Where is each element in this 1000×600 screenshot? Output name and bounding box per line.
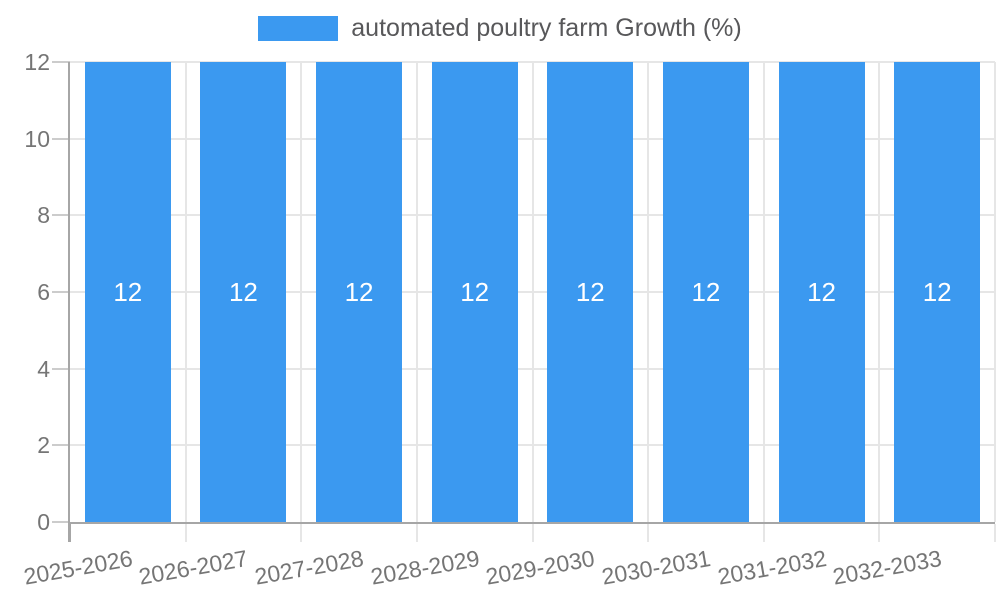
bar-value-label: 12 <box>807 276 837 307</box>
y-tick-label: 8 <box>37 202 50 229</box>
bar-value-label: 12 <box>228 276 258 307</box>
y-tick-label: 10 <box>24 125 50 152</box>
y-tick-mark <box>52 61 70 63</box>
y-tick-mark <box>52 521 70 523</box>
bar-value-label: 12 <box>344 276 374 307</box>
bar[interactable]: 12 <box>84 62 171 522</box>
bar-value-label: 12 <box>691 276 721 307</box>
legend-swatch <box>258 16 339 42</box>
x-tick-mark <box>300 524 303 542</box>
bar[interactable]: 12 <box>662 62 749 522</box>
x-tick-mark <box>762 524 765 542</box>
y-tick-label: 12 <box>24 49 50 75</box>
bar-value-label: 12 <box>460 276 490 307</box>
x-gridline <box>184 62 187 522</box>
x-gridline <box>415 62 418 522</box>
bar[interactable]: 12 <box>547 62 634 522</box>
x-tick-mark <box>531 524 534 542</box>
x-gridline <box>647 62 650 522</box>
x-tick-label: 2028-2029 <box>368 545 482 590</box>
y-tick-mark <box>52 444 70 447</box>
y-tick-mark <box>52 291 70 293</box>
x-tick-label: 2025-2026 <box>21 545 135 590</box>
legend[interactable]: automated poultry farm Growth (%) <box>0 14 1000 43</box>
x-tick-mark <box>415 524 418 542</box>
bar-value-label: 12 <box>575 276 605 307</box>
legend-label: automated poultry farm Growth (%) <box>351 14 742 42</box>
bar[interactable]: 12 <box>778 62 865 522</box>
bar[interactable]: 12 <box>431 62 518 522</box>
x-gridline <box>994 62 996 522</box>
y-tick-mark <box>52 137 70 140</box>
x-tick-label: 2027-2028 <box>252 545 366 590</box>
x-gridline <box>300 62 303 522</box>
x-tick-mark <box>184 524 187 542</box>
bar[interactable]: 12 <box>894 62 981 522</box>
x-tick-label: 2031-2032 <box>715 545 829 590</box>
bar-value-label: 12 <box>922 276 952 307</box>
y-axis-line <box>68 62 70 542</box>
x-gridline <box>531 62 534 522</box>
x-gridline <box>762 62 765 522</box>
x-tick-mark <box>994 524 996 542</box>
x-tick-label: 2032-2033 <box>830 545 944 590</box>
x-axis-line <box>70 522 995 524</box>
x-gridline <box>878 62 881 522</box>
x-tick-label: 2029-2030 <box>483 545 597 590</box>
bar[interactable]: 12 <box>316 62 403 522</box>
y-tick-label: 0 <box>37 509 50 535</box>
y-tick-mark <box>52 214 70 217</box>
x-tick-label: 2026-2027 <box>137 545 250 590</box>
bar[interactable]: 12 <box>200 62 287 522</box>
y-tick-label: 4 <box>37 355 50 382</box>
y-tick-label: 6 <box>37 279 50 305</box>
bar-value-label: 12 <box>113 276 143 307</box>
x-tick-mark <box>647 524 650 542</box>
y-tick-label: 2 <box>37 432 50 459</box>
x-tick-mark <box>69 524 71 542</box>
y-tick-mark <box>52 367 70 370</box>
x-tick-mark <box>878 524 881 542</box>
x-tick-label: 2030-2031 <box>599 545 713 590</box>
